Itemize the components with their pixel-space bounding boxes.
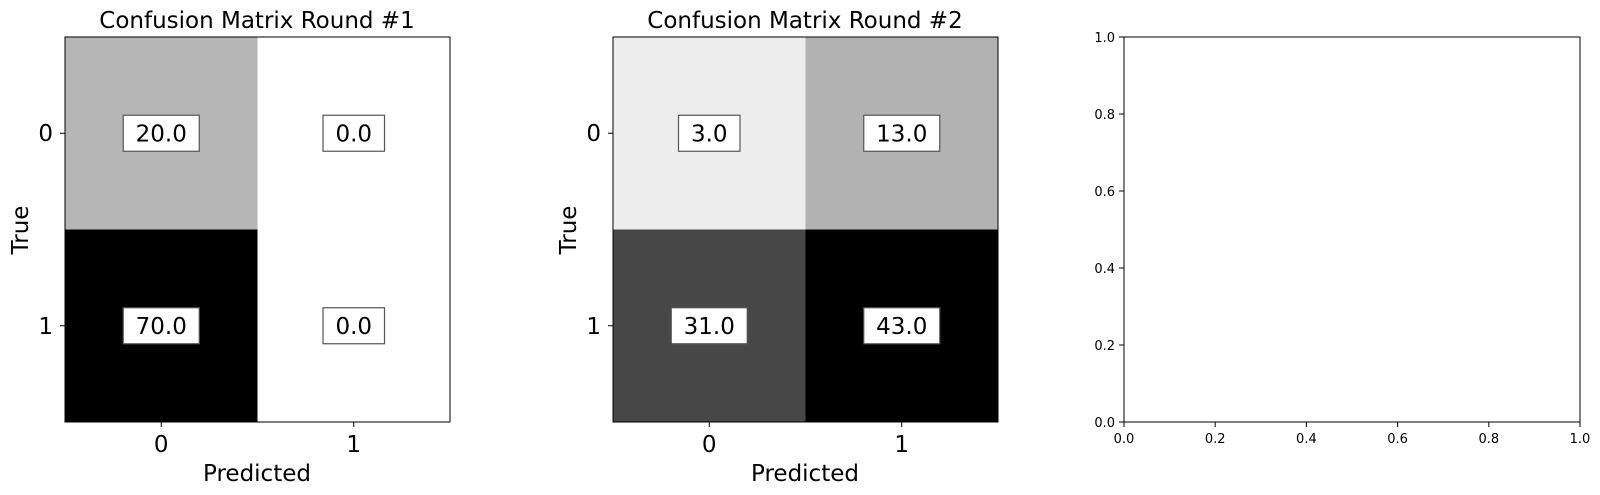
chart-2-x-axis-label: Predicted bbox=[751, 461, 859, 487]
chart-3-x-tick-label-3: 0.6 bbox=[1387, 432, 1408, 447]
chart-2-cell-label-1-0: 31.0 bbox=[684, 314, 735, 340]
chart-3-x-tick-label-4: 0.8 bbox=[1478, 432, 1499, 447]
chart-2-cell-label-box-1-1 bbox=[863, 307, 941, 345]
chart-2-cell-label-box-1-0 bbox=[670, 307, 748, 345]
chart-1-cell-label-box-0-0 bbox=[122, 114, 200, 152]
confusion-matrix-round-2: Confusion Matrix Round #2 3.0 13.0 31.0 43.… bbox=[556, 8, 999, 487]
chart-1-cell-label-1-0: 70.0 bbox=[136, 314, 187, 340]
confusion-matrix-round-1: Confusion Matrix Round #1 20.0 0.0 70.0 0.0… bbox=[8, 8, 451, 487]
chart-3-y-tick-label-1: 0.2 bbox=[1094, 339, 1115, 354]
chart-3-y-ticks: 0.0 0.2 0.4 0.6 0.8 1.0 bbox=[1094, 31, 1124, 431]
chart-2-plot-frame bbox=[612, 36, 999, 423]
chart-2-cell-label-box-0-1 bbox=[863, 114, 941, 152]
chart-1-cell-label-0-1: 0.0 bbox=[335, 121, 372, 147]
chart-2-cell-label-1-1: 43.0 bbox=[876, 314, 927, 340]
chart-2-cell-label-0-0: 3.0 bbox=[691, 121, 728, 147]
chart-1-x-ticks: 0 1 bbox=[154, 422, 361, 458]
chart-1-x-tick-label-1: 1 bbox=[346, 432, 361, 458]
chart-3-x-ticks: 0.0 0.2 0.4 0.6 0.8 1.0 bbox=[1114, 422, 1591, 447]
chart-1-cell-label-box-1-1 bbox=[322, 307, 386, 345]
chart-3-y-tick-label-5: 1.0 bbox=[1094, 31, 1115, 46]
chart-3-plot-frame bbox=[1123, 36, 1581, 423]
chart-1-cells: 20.0 0.0 70.0 0.0 bbox=[65, 37, 450, 422]
chart-1-title: Confusion Matrix Round #1 bbox=[99, 8, 414, 34]
chart-3-y-tick-label-0: 0.0 bbox=[1094, 416, 1115, 431]
chart-1-cell-label-box-1-0 bbox=[122, 307, 200, 345]
chart-3-x-tick-label-5: 1.0 bbox=[1570, 432, 1591, 447]
chart-1-y-ticks: 0 1 bbox=[38, 121, 65, 340]
chart-1-y-axis-label: True bbox=[8, 206, 34, 256]
chart-1-x-axis-label: Predicted bbox=[203, 461, 311, 487]
empty-axes: 0.0 0.2 0.4 0.6 0.8 1.0 0.0 0.2 0.4 0.6 0.8 1.0 bbox=[1094, 31, 1590, 447]
chart-2-y-ticks: 0 1 bbox=[586, 121, 613, 340]
chart-3-x-tick-label-1: 0.2 bbox=[1205, 432, 1226, 447]
chart-1-plot-frame bbox=[64, 36, 451, 423]
chart-2-title: Confusion Matrix Round #2 bbox=[647, 8, 962, 34]
chart-2-x-ticks: 0 1 bbox=[702, 422, 909, 458]
chart-3-y-tick-label-3: 0.6 bbox=[1094, 185, 1115, 200]
chart-3-y-tick-label-4: 0.8 bbox=[1094, 108, 1115, 123]
chart-1-cell-label-box-0-1 bbox=[322, 114, 386, 152]
chart-2-y-tick-label-1: 1 bbox=[586, 314, 601, 340]
chart-1-y-tick-label-1: 1 bbox=[38, 314, 53, 340]
chart-2-cell-label-0-1: 13.0 bbox=[876, 121, 927, 147]
chart-1-cell-label-0-0: 20.0 bbox=[136, 121, 187, 147]
chart-1-cell-label-1-1: 0.0 bbox=[335, 314, 372, 340]
chart-2-y-axis-label: True bbox=[556, 206, 582, 256]
chart-2-x-tick-label-1: 1 bbox=[894, 432, 909, 458]
chart-2-cells: 3.0 13.0 31.0 43.0 bbox=[613, 37, 998, 422]
chart-3-x-tick-label-0: 0.0 bbox=[1114, 432, 1135, 447]
chart-1-x-tick-label-0: 0 bbox=[154, 432, 169, 458]
chart-2-cell-label-box-0-0 bbox=[677, 114, 741, 152]
chart-3-y-tick-label-2: 0.4 bbox=[1094, 262, 1115, 277]
chart-1-y-tick-label-0: 0 bbox=[38, 121, 53, 147]
chart-2-x-tick-label-0: 0 bbox=[702, 432, 717, 458]
chart-3-x-tick-label-2: 0.4 bbox=[1296, 432, 1317, 447]
chart-2-y-tick-label-0: 0 bbox=[586, 121, 601, 147]
